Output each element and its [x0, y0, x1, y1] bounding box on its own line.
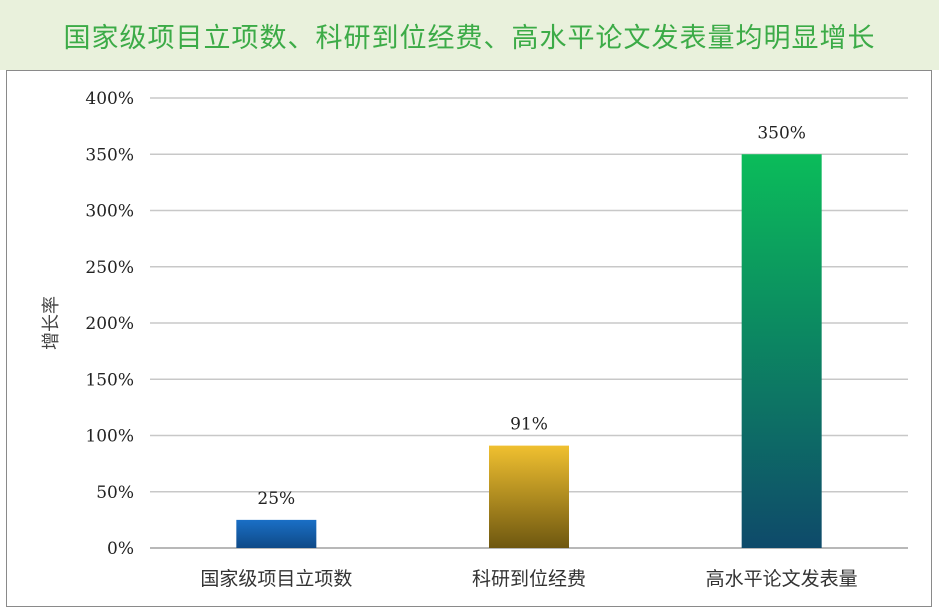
bar-value-label: 25% — [257, 489, 295, 509]
y-tick-label: 400% — [85, 89, 134, 109]
bar — [236, 519, 317, 548]
bar-value-label: 350% — [757, 123, 806, 143]
bar — [741, 154, 822, 548]
labels: 0% 50% 100% 150% 200% 250% 300% 350% 400% 25% 国家级项… — [85, 89, 857, 590]
x-category-label: 高水平论文发表量 — [706, 568, 858, 590]
bar — [489, 445, 569, 548]
y-axis-title: 增长率 — [41, 296, 62, 350]
x-category-label: 国家级项目立项数 — [200, 568, 352, 590]
y-tick-label: 250% — [85, 258, 134, 278]
y-tick-label: 0% — [107, 539, 134, 559]
title-banner: 国家级项目立项数、科研到位经费、高水平论文发表量均明显增长 — [0, 0, 939, 70]
bars — [236, 154, 822, 548]
y-tick-label: 200% — [85, 314, 134, 334]
bar-value-label: 91% — [510, 415, 548, 435]
chart-title: 国家级项目立项数、科研到位经费、高水平论文发表量均明显增长 — [63, 22, 876, 54]
y-tick-label: 150% — [85, 370, 134, 390]
y-tick-label: 300% — [85, 202, 134, 222]
y-tick-label: 100% — [85, 427, 134, 447]
y-tick-label: 350% — [85, 145, 134, 165]
x-category-label: 科研到位经费 — [472, 568, 586, 590]
y-tick-label: 50% — [96, 483, 134, 503]
